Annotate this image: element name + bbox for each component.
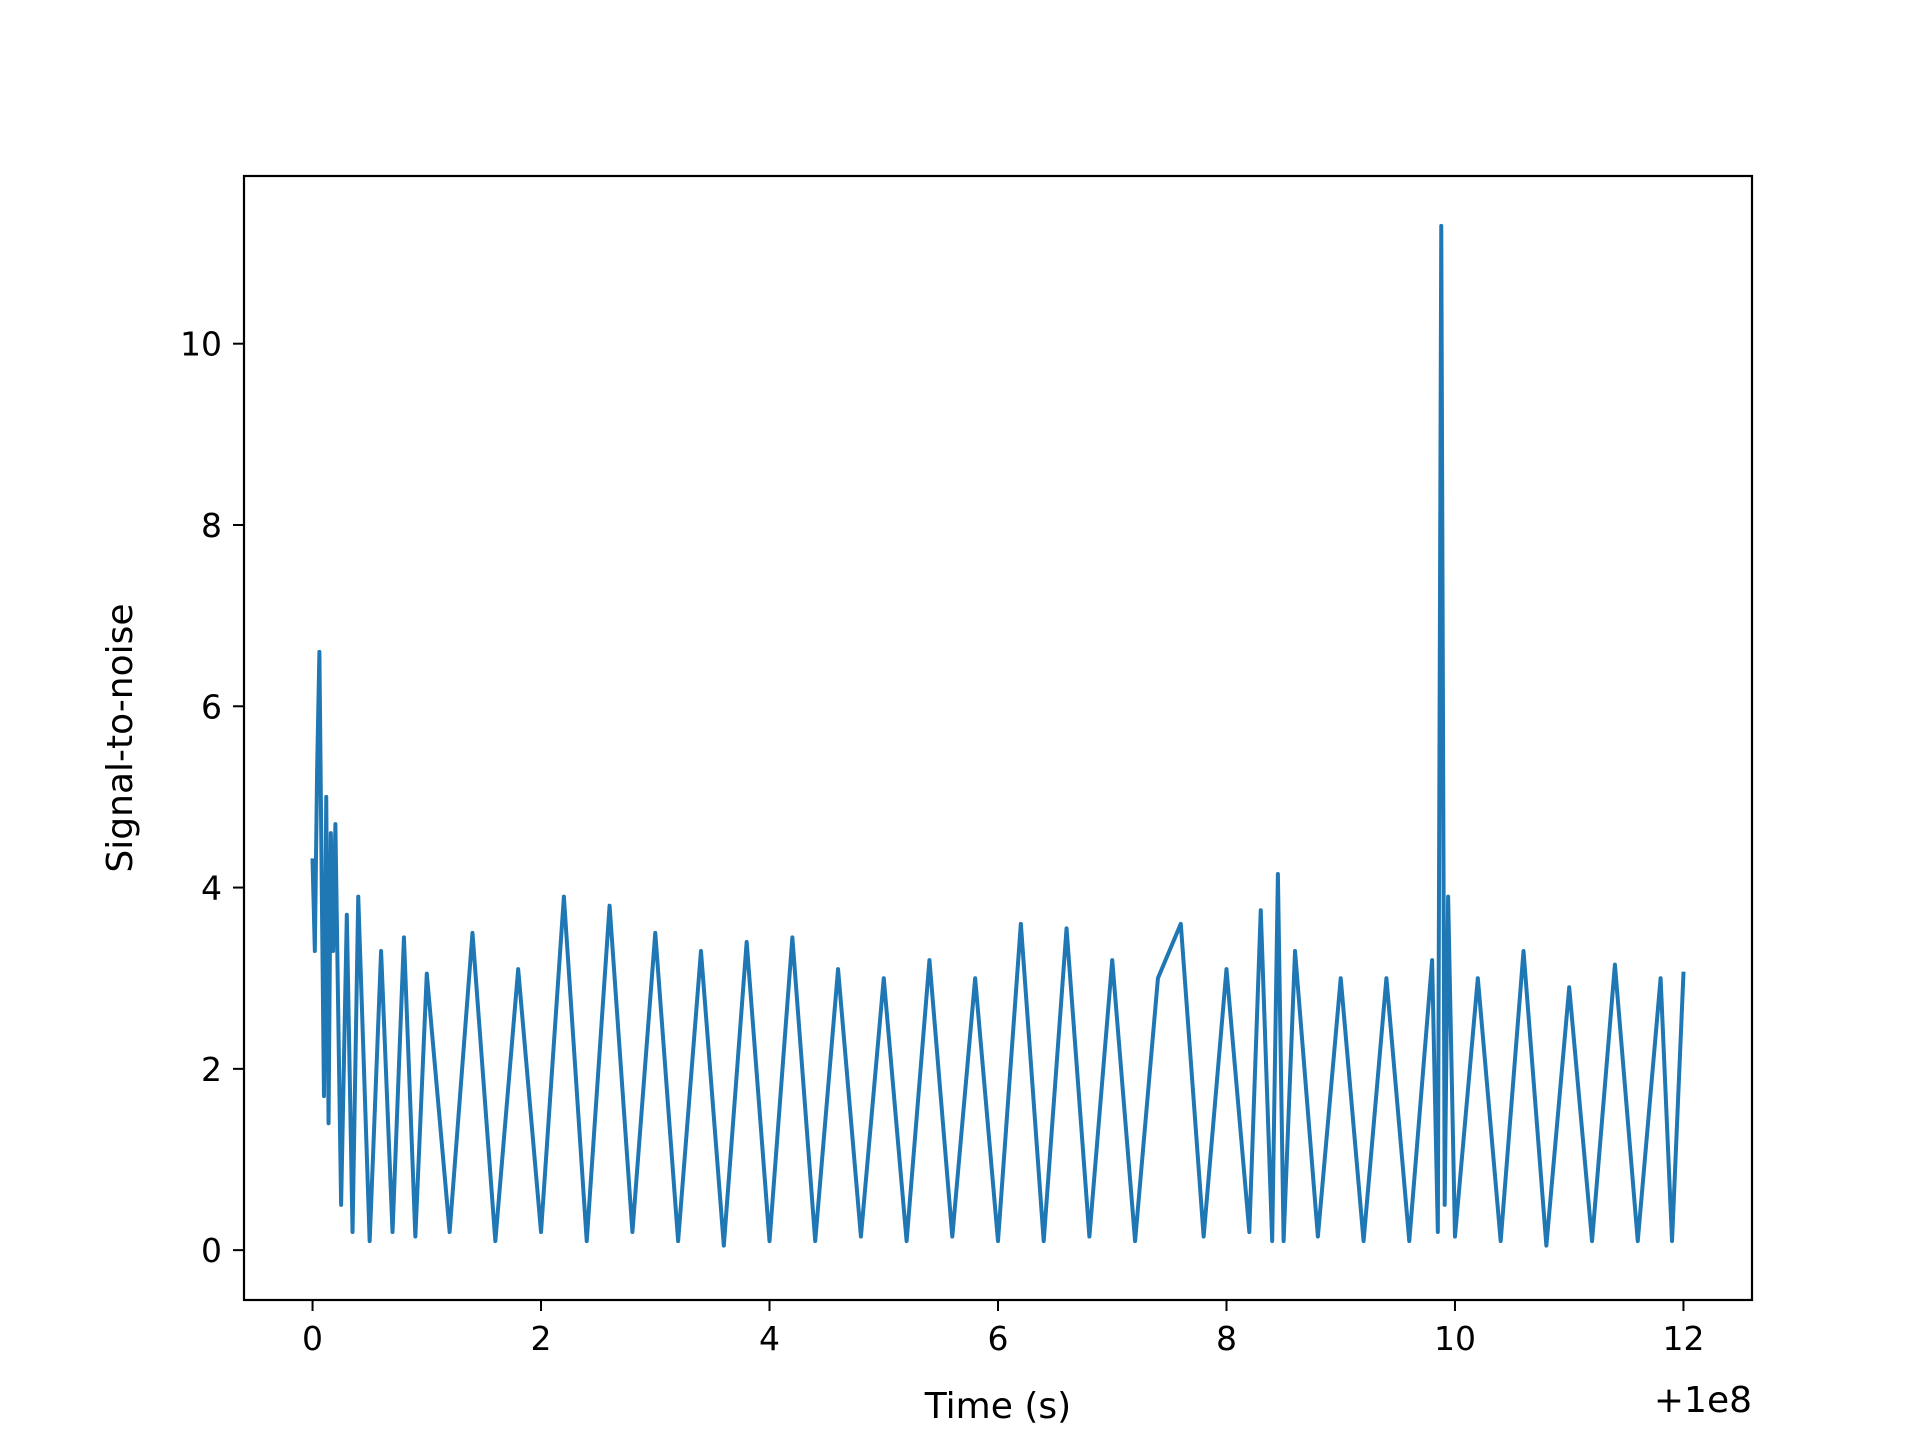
y-tick-label: 8	[201, 506, 222, 545]
y-tick-label: 4	[201, 869, 222, 908]
x-tick-label: 0	[302, 1319, 323, 1358]
x-tick-label: 4	[759, 1319, 780, 1358]
y-tick-label: 10	[180, 325, 222, 364]
plot-content	[310, 223, 1686, 1248]
y-tick-label: 2	[201, 1050, 222, 1089]
x-tick-label: 8	[1216, 1319, 1237, 1358]
x-tick-label: 12	[1662, 1319, 1704, 1358]
x-tick-label: 10	[1434, 1319, 1476, 1358]
x-tick-label: 2	[531, 1319, 552, 1358]
y-tick-label: 0	[201, 1231, 222, 1270]
y-axis-ticks: 0 2 4 6 8 10	[180, 325, 244, 1270]
y-axis-label: Signal-to-noise	[100, 603, 141, 872]
x-axis-ticks: 0 2 4 6 8 10 12	[302, 1300, 1704, 1358]
x-axis-offset-label: +1e8	[1654, 1380, 1752, 1421]
x-tick-label: 6	[988, 1319, 1009, 1358]
plot-frame	[242, 174, 1754, 1302]
x-axis-label: Time (s)	[924, 1386, 1071, 1427]
y-tick-label: 6	[201, 687, 222, 726]
series-line	[310, 223, 1686, 1248]
